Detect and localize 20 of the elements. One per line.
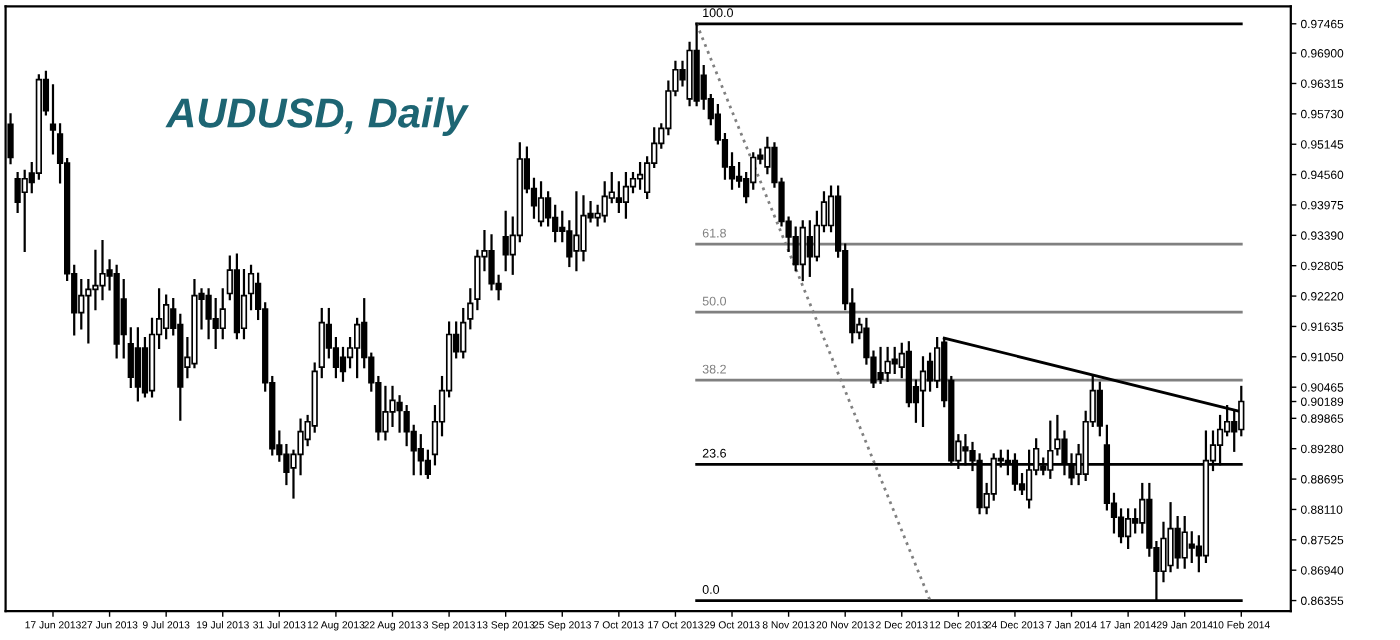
candlestick [636,162,644,190]
candlestick [806,220,813,277]
candlestick [1181,516,1188,569]
candlestick [799,220,806,282]
text: AUDUSD, Daily [165,97,469,137]
candlestick [884,346,891,382]
candlestick [134,327,142,402]
candlestick [877,346,884,384]
candlestick [502,210,509,272]
candlestick [622,171,630,219]
candlestick [537,181,545,227]
candlestick [1124,508,1132,549]
candlestick [354,317,361,379]
candlestick [919,356,927,427]
candlestick [21,169,28,253]
candlestick [240,269,248,340]
candlestick [1174,516,1181,569]
candlestick [382,385,389,441]
candlestick [573,191,580,272]
candlestick [764,136,771,175]
